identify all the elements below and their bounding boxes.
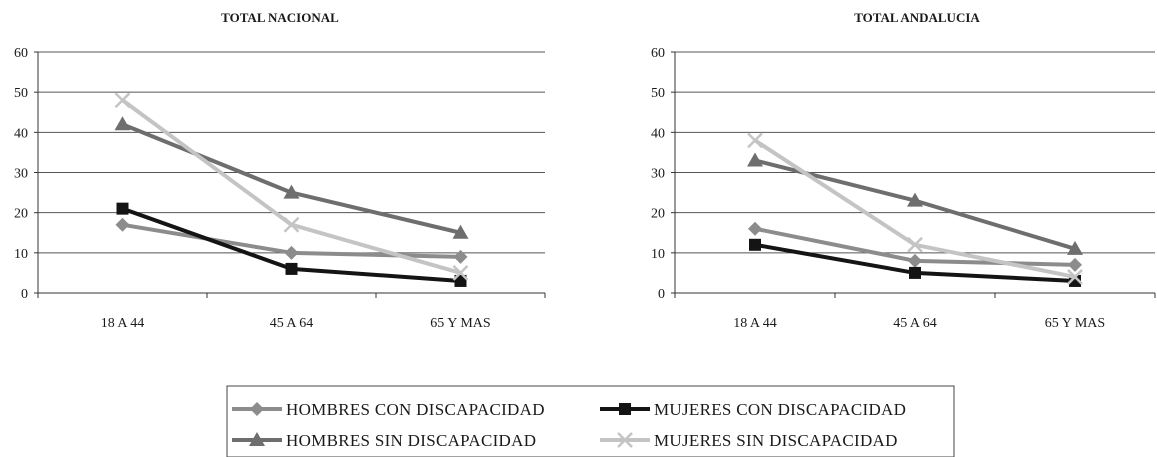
data-point	[114, 92, 131, 109]
y-tick-label: 50	[651, 86, 665, 101]
data-point	[454, 274, 467, 287]
legend-label: MUJERES SIN DISCAPACIDAD	[654, 431, 898, 450]
legend-item: MUJERES SIN DISCAPACIDAD	[600, 431, 898, 450]
data-point	[452, 224, 469, 239]
x-tick-label: 65 Y MAS	[1045, 316, 1105, 331]
legend-label: HOMBRES SIN DISCAPACIDAD	[286, 431, 536, 450]
legend-label: MUJERES CON DISCAPACIDAD	[654, 400, 906, 419]
x-tick-label: 45 A 64	[893, 316, 937, 331]
y-tick-label: 60	[14, 46, 28, 61]
data-point	[908, 253, 922, 268]
y-tick-label: 40	[651, 126, 665, 141]
series-mujeres-sin-discapacidad	[747, 132, 1083, 285]
legend-marker	[619, 403, 631, 415]
data-point	[907, 192, 923, 207]
legend-marker	[249, 432, 265, 446]
data-point	[909, 266, 921, 279]
data-point	[115, 217, 130, 232]
data-point	[907, 236, 923, 253]
series-mujeres-con-discapacidad	[749, 238, 1081, 287]
data-point	[116, 202, 129, 215]
series-mujeres-sin-discapacidad	[114, 92, 469, 281]
y-tick-label: 30	[14, 167, 28, 182]
legend-marker	[617, 432, 633, 448]
y-tick-label: 10	[651, 247, 665, 262]
y-tick-label: 0	[658, 287, 665, 302]
y-tick-label: 10	[14, 247, 28, 262]
y-tick-label: 30	[651, 167, 665, 182]
data-point	[747, 152, 763, 167]
y-tick-label: 0	[21, 287, 28, 302]
data-point	[1068, 257, 1082, 272]
chart-title: TOTAL NACIONAL	[221, 10, 339, 25]
series-line	[121, 122, 461, 235]
y-tick-label: 40	[14, 126, 28, 141]
x-tick-label: 18 A 44	[733, 316, 777, 331]
series-hombres-con-discapacidad	[748, 221, 1082, 272]
legend-item: MUJERES CON DISCAPACIDAD	[600, 400, 906, 419]
series-mujeres-con-discapacidad	[116, 202, 467, 287]
legend-label: HOMBRES CON DISCAPACIDAD	[286, 400, 545, 419]
data-point	[1067, 240, 1083, 255]
data-point	[1067, 269, 1083, 285]
data-point	[747, 132, 763, 149]
data-point	[285, 262, 298, 275]
legend: HOMBRES CON DISCAPACIDAD MUJERES CON DISC…	[226, 385, 955, 457]
chart-total-nacional: TOTAL NACIONAL 0 10 20 30 40 50 60 18 A 44 45 A …	[14, 10, 546, 331]
data-point	[114, 116, 131, 131]
data-point	[453, 249, 468, 264]
chart-total-andalucia: TOTAL ANDALUCIA 0 10 20 30 40 50 60 18 A 44 45 A…	[651, 10, 1156, 331]
legend-item: HOMBRES SIN DISCAPACIDAD	[232, 431, 536, 450]
data-point	[748, 221, 762, 236]
x-tick-label: 45 A 64	[270, 316, 314, 331]
x-tick-label: 18 A 44	[101, 316, 145, 331]
y-tick-label: 20	[651, 207, 665, 222]
legend-box	[226, 385, 955, 457]
y-tick-label: 20	[14, 207, 28, 222]
data-point	[284, 245, 299, 260]
legend-item: HOMBRES CON DISCAPACIDAD	[232, 400, 545, 419]
y-tick-label: 50	[14, 86, 28, 101]
chart-title: TOTAL ANDALUCIA	[854, 10, 980, 25]
data-point	[283, 184, 300, 199]
legend-marker	[250, 402, 264, 416]
data-point	[452, 265, 469, 281]
data-point	[749, 238, 761, 251]
y-tick-label: 60	[651, 46, 665, 61]
data-point	[283, 216, 300, 233]
series-hombres-sin-discapacidad	[114, 116, 469, 239]
x-tick-label: 65 Y MAS	[430, 316, 490, 331]
